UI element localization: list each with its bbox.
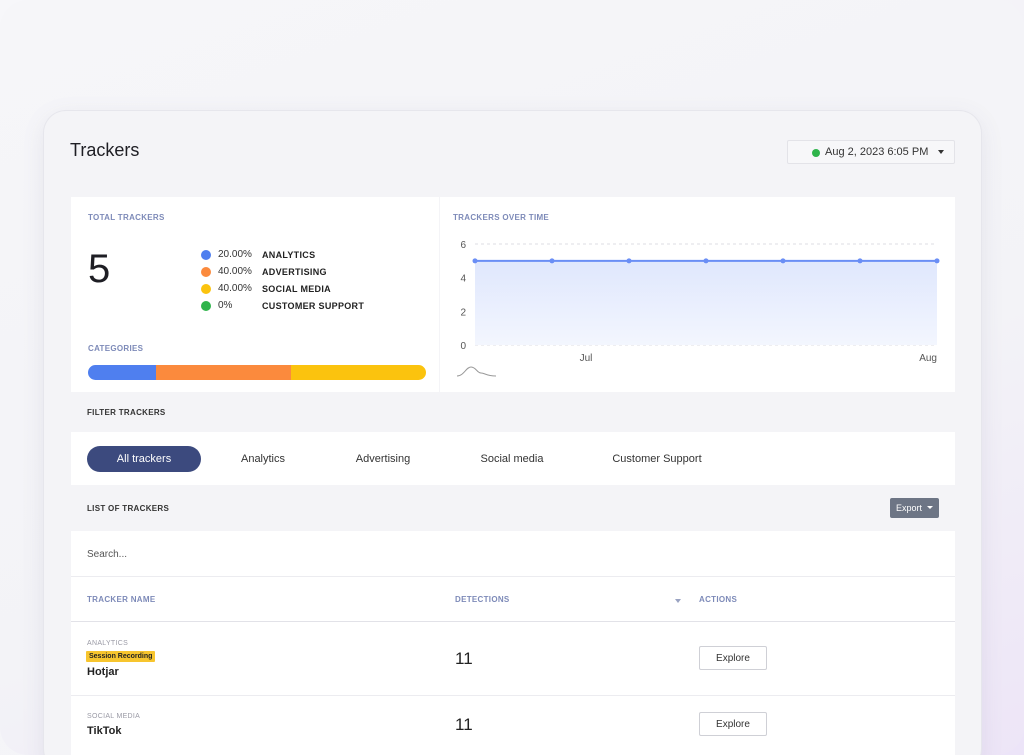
- export-button[interactable]: Export: [890, 498, 939, 518]
- series-area: [475, 260, 937, 345]
- categories-bar: [88, 365, 426, 380]
- table-header: TRACKER NAME DETECTIONS ACTIONS: [71, 577, 955, 622]
- legend-dot-icon: [201, 283, 211, 294]
- y-tick-label: 0: [460, 341, 466, 352]
- filter-header: FILTER TRACKERS: [71, 392, 955, 432]
- legend-item-analytics: 20.00% ANALYTICS: [201, 246, 364, 263]
- categories-label: CATEGORIES: [88, 344, 144, 353]
- trackers-card: Trackers Aug 2, 2023 6:05 PM TOTAL TRACK…: [44, 111, 981, 755]
- date-value: Aug 2, 2023 6:05 PM: [825, 146, 929, 158]
- filter-all-trackers[interactable]: All trackers: [87, 446, 201, 472]
- tracker-category: SOCIAL MEDIA: [87, 713, 141, 720]
- category-segment: [88, 365, 156, 380]
- page-title: Trackers: [70, 140, 140, 160]
- list-header: LIST OF TRACKERS Export: [71, 485, 955, 531]
- column-tracker-name[interactable]: TRACKER NAME: [87, 595, 156, 604]
- data-point: [472, 258, 478, 264]
- category-legend: 20.00% ANALYTICS 40.00% ADVERTISING 40.0…: [201, 246, 364, 314]
- y-tick-label: 2: [460, 307, 466, 318]
- legend-name: ANALYTICS: [262, 249, 316, 260]
- filter-tabs: All trackers Analytics Advertising Socia…: [71, 432, 955, 485]
- list-label: LIST OF TRACKERS: [87, 504, 170, 513]
- legend-name: SOCIAL MEDIA: [262, 283, 331, 294]
- data-point: [857, 258, 863, 264]
- x-tick-label: Aug: [919, 353, 937, 364]
- tracker-detections: 11: [455, 649, 473, 668]
- data-point: [626, 258, 632, 264]
- tracker-tag: Session Recording: [86, 651, 156, 662]
- chevron-down-icon: [938, 150, 944, 154]
- tracker-detections: 11: [455, 715, 473, 734]
- data-point: [549, 258, 555, 264]
- y-tick-label: 4: [460, 274, 466, 285]
- total-trackers-panel: TOTAL TRACKERS 5 20.00% ANALYTICS 40.00%…: [71, 197, 439, 392]
- chevron-down-icon: [927, 506, 933, 509]
- column-actions: ACTIONS: [699, 595, 738, 604]
- legend-pct: 20.00%: [218, 249, 252, 260]
- tracker-category: ANALYTICS: [87, 640, 129, 647]
- legend-pct: 0%: [218, 300, 233, 311]
- legend-dot-icon: [201, 249, 211, 260]
- legend-pct: 40.00%: [218, 266, 252, 277]
- trackers-over-time-panel: TRACKERS OVER TIME 6 4 2 0 Jul Aug: [440, 197, 955, 392]
- legend-dot-icon: [201, 266, 211, 277]
- filter-analytics[interactable]: Analytics: [240, 453, 286, 465]
- search-row: [71, 531, 955, 577]
- legend-pct: 40.00%: [218, 283, 252, 294]
- category-segment: [290, 365, 426, 380]
- navigator-icon: [456, 366, 497, 377]
- column-detections[interactable]: DETECTIONS: [455, 595, 510, 604]
- tracker-name: TikTok: [87, 725, 122, 737]
- date-picker[interactable]: Aug 2, 2023 6:05 PM: [787, 140, 955, 164]
- filter-advertising[interactable]: Advertising: [355, 453, 411, 465]
- filter-social-media[interactable]: Social media: [480, 453, 544, 465]
- status-dot-icon: [812, 149, 820, 157]
- category-segment: [155, 365, 291, 380]
- filter-customer-support[interactable]: Customer Support: [612, 453, 702, 465]
- x-tick-label: Jul: [580, 353, 593, 364]
- legend-item-advertising: 40.00% ADVERTISING: [201, 263, 364, 280]
- data-point: [780, 258, 786, 264]
- legend-dot-icon: [201, 300, 211, 311]
- total-trackers-count: 5: [88, 247, 111, 291]
- legend-item-social-media: 40.00% SOCIAL MEDIA: [201, 280, 364, 297]
- explore-button[interactable]: Explore: [699, 712, 767, 736]
- total-trackers-label: TOTAL TRACKERS: [88, 213, 165, 222]
- tracker-name: Hotjar: [87, 666, 119, 678]
- y-tick-label: 6: [460, 240, 466, 251]
- filter-label: FILTER TRACKERS: [87, 408, 166, 417]
- search-input[interactable]: [87, 543, 387, 565]
- legend-item-customer-support: 0% CUSTOMER SUPPORT: [201, 297, 364, 314]
- trackers-over-time-chart: 6 4 2 0 Jul Aug: [456, 240, 940, 377]
- export-label: Export: [896, 503, 923, 513]
- explore-button[interactable]: Explore: [699, 646, 767, 670]
- sort-icon[interactable]: [675, 599, 681, 603]
- data-point: [934, 258, 940, 264]
- chart-title: TRACKERS OVER TIME: [453, 213, 550, 222]
- legend-name: CUSTOMER SUPPORT: [262, 300, 365, 311]
- table-row: SOCIAL MEDIA TikTok 11 Explore: [71, 696, 955, 755]
- legend-name: ADVERTISING: [262, 266, 327, 277]
- data-point: [703, 258, 709, 264]
- table-row: ANALYTICS Session Recording Hotjar 11 Ex…: [71, 622, 955, 696]
